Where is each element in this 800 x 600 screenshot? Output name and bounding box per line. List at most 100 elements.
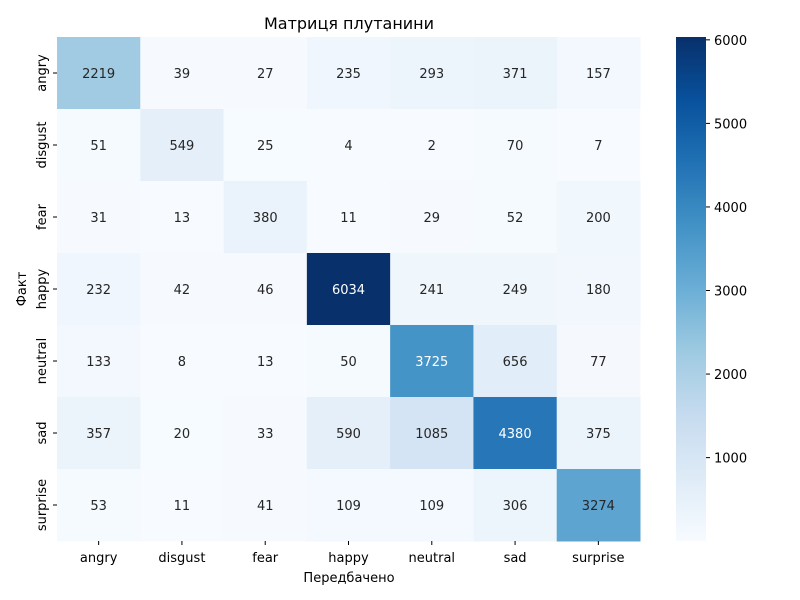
heatmap-cell	[140, 109, 225, 182]
cell-value-label: 180	[586, 283, 611, 298]
y-axis-ticks: angry disgust fear happy neutral sad surprise	[35, 54, 57, 531]
y-tick-label: neutral	[35, 338, 50, 385]
cell-value-label: 11	[340, 211, 357, 226]
y-tick-label: happy	[35, 268, 50, 309]
heatmap-cell	[390, 181, 474, 254]
colorbar	[676, 37, 706, 541]
cell-value-label: 293	[419, 67, 444, 82]
cell-value-label: 27	[257, 67, 274, 82]
heatmap-cell	[473, 181, 558, 254]
cell-value-label: 52	[507, 211, 524, 226]
heatmap-cell	[473, 37, 558, 110]
heatmap-cell	[473, 469, 558, 542]
heatmap-cell	[556, 37, 641, 110]
cell-value-label: 380	[253, 211, 278, 226]
heatmap-cell	[390, 253, 474, 326]
colorbar-tick-label: 3000	[714, 285, 747, 300]
colorbar-tick-label: 2000	[714, 368, 747, 383]
cell-value-label: 53	[90, 499, 107, 514]
heatmap-cell	[473, 109, 558, 182]
y-tick-label: angry	[35, 54, 50, 92]
cell-value-label: 2	[428, 139, 436, 154]
heatmap-cell	[57, 325, 141, 398]
colorbar-tick-label: 5000	[714, 117, 747, 132]
cell-value-label: 133	[86, 355, 111, 370]
heatmap-cell	[57, 397, 141, 470]
colorbar-tick-label: 6000	[714, 34, 747, 49]
heatmap-cell	[556, 469, 641, 542]
cell-value-label: 241	[419, 283, 444, 298]
cell-value-label: 157	[586, 67, 611, 82]
heatmap-cell	[57, 253, 141, 326]
heatmap-cell	[223, 37, 308, 110]
cell-value-label: 3725	[415, 355, 448, 370]
heatmap-cell	[306, 325, 391, 398]
heatmap-cell	[473, 325, 558, 398]
heatmap-cell	[140, 37, 225, 110]
cell-value-label: 2219	[82, 67, 115, 82]
colorbar-tick-label: 1000	[714, 452, 747, 467]
chart-title: Матриця плутанини	[264, 14, 434, 33]
heatmap-cell	[140, 397, 225, 470]
cell-value-label: 7	[594, 139, 602, 154]
cell-value-label: 371	[503, 67, 528, 82]
cell-value-label: 42	[174, 283, 191, 298]
cell-value-label: 3274	[582, 499, 615, 514]
heatmap-cell	[140, 253, 225, 326]
cell-value-label: 357	[86, 427, 111, 442]
heatmap-cell	[473, 397, 558, 470]
heatmap-cell	[390, 325, 474, 398]
cell-value-label: 20	[174, 427, 191, 442]
cell-value-label: 39	[174, 67, 191, 82]
heatmap-cell	[556, 325, 641, 398]
heatmap-cell	[306, 37, 391, 110]
x-tick-label: angry	[80, 551, 118, 566]
y-tick-label: surprise	[35, 479, 50, 531]
cell-value-label: 11	[174, 499, 191, 514]
heatmap-cell	[57, 469, 141, 542]
x-tick-label: fear	[252, 551, 279, 566]
heatmap-cell	[140, 325, 225, 398]
cell-value-label: 200	[586, 211, 611, 226]
heatmap-cell	[223, 397, 308, 470]
heatmap-cell	[223, 325, 308, 398]
cell-value-label: 375	[586, 427, 611, 442]
cell-value-label: 249	[503, 283, 528, 298]
cell-value-label: 50	[340, 355, 357, 370]
y-axis-label: Факт	[15, 271, 30, 306]
heatmap-cell	[57, 109, 141, 182]
cell-value-label: 31	[90, 211, 107, 226]
x-tick-label: disgust	[158, 551, 205, 566]
heatmap-cell	[223, 109, 308, 182]
cell-value-label: 41	[257, 499, 274, 514]
heatmap-cell	[473, 253, 558, 326]
cell-value-label: 13	[257, 355, 274, 370]
cell-value-label: 235	[336, 67, 361, 82]
x-tick-label: neutral	[409, 551, 456, 566]
x-tick-label: surprise	[572, 551, 624, 566]
heatmap-cell	[390, 37, 474, 110]
heatmap-cell	[306, 469, 391, 542]
heatmap-cell	[390, 109, 474, 182]
heatmap-cell	[223, 469, 308, 542]
cell-value-label: 306	[503, 499, 528, 514]
heatmap-cell	[306, 253, 391, 326]
cell-value-label: 25	[257, 139, 274, 154]
cell-value-label: 109	[419, 499, 444, 514]
heatmap-cell	[306, 397, 391, 470]
heatmap-cell	[223, 181, 308, 254]
cell-value-label: 13	[174, 211, 191, 226]
cell-value-label: 590	[336, 427, 361, 442]
colorbar-ticks: 1000 2000 3000 4000 5000 6000	[706, 34, 747, 467]
cell-value-label: 4380	[499, 427, 532, 442]
heatmap-cell	[306, 109, 391, 182]
cell-value-label: 6034	[332, 283, 365, 298]
cell-value-label: 46	[257, 283, 274, 298]
heatmap-cell	[140, 181, 225, 254]
cell-value-label: 77	[590, 355, 607, 370]
cell-value-label: 232	[86, 283, 111, 298]
cell-value-label: 656	[503, 355, 528, 370]
cell-value-label: 8	[178, 355, 186, 370]
